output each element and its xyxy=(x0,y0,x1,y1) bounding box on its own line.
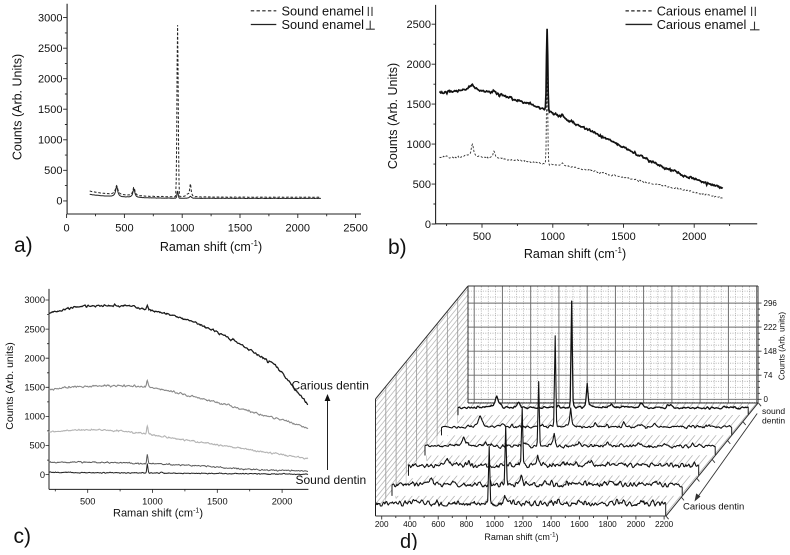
svg-text:d): d) xyxy=(400,531,418,550)
svg-text:Sound enamel: Sound enamel xyxy=(282,17,365,32)
svg-text:Raman shift (cm-1): Raman shift (cm-1) xyxy=(524,246,626,261)
svg-text:2000: 2000 xyxy=(407,59,431,71)
svg-text:sound: sound xyxy=(762,406,785,416)
svg-text:2500: 2500 xyxy=(343,223,367,235)
svg-text:Sound enamel: Sound enamel xyxy=(282,3,365,18)
svg-text:Counts (Arb. units): Counts (Arb. units) xyxy=(778,312,787,381)
svg-text:Raman shift (cm-1): Raman shift (cm-1) xyxy=(113,508,203,520)
svg-text:2200: 2200 xyxy=(655,520,674,529)
svg-text:2000: 2000 xyxy=(286,223,310,235)
svg-text:2500: 2500 xyxy=(24,324,45,334)
svg-text:148: 148 xyxy=(764,347,778,356)
svg-text:1500: 1500 xyxy=(24,383,45,393)
svg-text:Counts (Arb. Units): Counts (Arb. Units) xyxy=(11,54,25,160)
svg-text:Counts (Arb. units): Counts (Arb. units) xyxy=(4,342,16,430)
svg-text:b): b) xyxy=(388,236,407,259)
svg-text:500: 500 xyxy=(115,223,133,235)
svg-text:dentin: dentin xyxy=(762,416,785,426)
svg-text:Carious dentin: Carious dentin xyxy=(292,379,369,393)
svg-text:a): a) xyxy=(14,234,33,257)
svg-text:500: 500 xyxy=(413,179,431,191)
svg-text:Raman shift (cm-1): Raman shift (cm-1) xyxy=(160,239,262,254)
svg-text:2500: 2500 xyxy=(407,19,431,31)
svg-text:1000: 1000 xyxy=(24,412,45,422)
svg-text:2000: 2000 xyxy=(272,497,293,507)
svg-text:3000: 3000 xyxy=(38,12,62,24)
svg-text:Carious enamel: Carious enamel xyxy=(657,17,747,32)
svg-text:2000: 2000 xyxy=(38,74,62,86)
svg-text:1000: 1000 xyxy=(486,520,505,529)
svg-text:3000: 3000 xyxy=(24,295,45,305)
svg-text:Sound dentin: Sound dentin xyxy=(296,473,367,487)
svg-text:0: 0 xyxy=(425,219,431,231)
svg-text:Raman shift (cm-1): Raman shift (cm-1) xyxy=(484,532,558,543)
svg-text:1500: 1500 xyxy=(611,231,635,243)
svg-text:0: 0 xyxy=(56,196,62,208)
svg-text:1000: 1000 xyxy=(170,223,194,235)
svg-text:500: 500 xyxy=(473,231,491,243)
svg-text:500: 500 xyxy=(80,497,96,507)
svg-text:Carious dentin: Carious dentin xyxy=(683,502,744,513)
svg-text:600: 600 xyxy=(431,520,445,529)
svg-text:1500: 1500 xyxy=(38,104,62,116)
svg-text:2500: 2500 xyxy=(38,43,62,55)
svg-text:2000: 2000 xyxy=(627,520,646,529)
svg-text:1800: 1800 xyxy=(598,520,617,529)
svg-text:Carious enamel: Carious enamel xyxy=(657,3,747,18)
svg-text:800: 800 xyxy=(460,520,474,529)
svg-text:2000: 2000 xyxy=(24,353,45,363)
svg-text:Counts (Arb. Units): Counts (Arb. Units) xyxy=(386,63,400,169)
svg-text:1600: 1600 xyxy=(570,520,589,529)
svg-text:222: 222 xyxy=(764,323,778,332)
svg-text:1000: 1000 xyxy=(38,135,62,147)
svg-text:400: 400 xyxy=(403,520,417,529)
svg-text:1400: 1400 xyxy=(542,520,561,529)
svg-text:500: 500 xyxy=(29,441,45,451)
svg-text:c): c) xyxy=(14,525,32,548)
svg-text:1500: 1500 xyxy=(207,497,228,507)
svg-text:1000: 1000 xyxy=(142,497,163,507)
svg-text:1500: 1500 xyxy=(407,99,431,111)
svg-text:296: 296 xyxy=(764,299,778,308)
svg-text:1200: 1200 xyxy=(514,520,533,529)
svg-text:0: 0 xyxy=(64,223,70,235)
svg-text:0: 0 xyxy=(40,470,45,480)
svg-text:500: 500 xyxy=(44,165,62,177)
svg-text:2000: 2000 xyxy=(682,231,706,243)
svg-text:1000: 1000 xyxy=(541,231,565,243)
svg-text:0: 0 xyxy=(764,395,769,404)
svg-text:200: 200 xyxy=(375,520,389,529)
svg-text:1000: 1000 xyxy=(407,139,431,151)
svg-text:74: 74 xyxy=(764,371,773,380)
svg-text:1500: 1500 xyxy=(228,223,252,235)
